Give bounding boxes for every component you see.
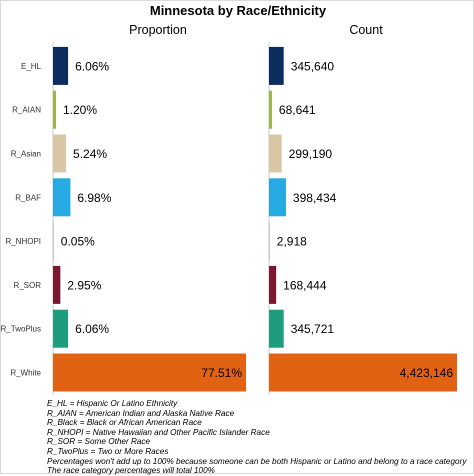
- note-line: Percentages won't add up to 100% because…: [47, 456, 467, 466]
- category-label: R_White: [10, 369, 41, 378]
- note-line: R_Black = Black or African American Race: [47, 418, 202, 428]
- data-label: 345,640: [291, 59, 335, 73]
- data-label: 6.06%: [75, 59, 109, 73]
- bar: [269, 178, 286, 217]
- chart-title: Minnesota by Race/Ethnicity: [149, 3, 327, 18]
- bar: [269, 353, 457, 392]
- notes: E_HL = Hispanic Or Latino Ethnicity R_AI…: [47, 399, 474, 476]
- bar: [53, 134, 67, 173]
- note-line: R_NHOPI = Native Hawaiian and Other Paci…: [47, 427, 270, 437]
- proportion-panel-title: Proportion: [129, 23, 187, 37]
- bar: [269, 134, 282, 173]
- bar-plot: E_HL R_AIAN R_Asian R_BAF R_NHOPI R_SOR R_TwoP…: [1, 42, 457, 395]
- category-label: R_SOR: [13, 281, 41, 290]
- bar: [53, 309, 69, 348]
- note-line: R_AIAN = American Indian and Alaska Nati…: [47, 408, 235, 418]
- data-label: 0.05%: [61, 235, 95, 249]
- data-label: 4,423,146: [400, 366, 454, 380]
- bar: [53, 265, 61, 304]
- note-line: R_SOR = Some Other Race: [47, 437, 151, 447]
- bar: [269, 309, 284, 348]
- bar: [269, 46, 284, 85]
- bar: [53, 178, 71, 217]
- category-label: R_TwoPlus: [1, 325, 41, 334]
- data-label: 299,190: [289, 147, 333, 161]
- note-line: The race category percentages will total…: [47, 466, 215, 476]
- category-label: R_BAF: [15, 193, 41, 202]
- category-label: R_AIAN: [12, 106, 41, 115]
- bar: [53, 222, 54, 261]
- data-label: 1.20%: [63, 103, 97, 117]
- data-label: 6.06%: [75, 322, 109, 336]
- bar: [53, 90, 56, 129]
- data-label: 2.95%: [67, 278, 101, 292]
- data-label: 345,721: [291, 322, 335, 336]
- category-label: E_HL: [21, 62, 42, 71]
- data-label: 168,444: [283, 278, 327, 292]
- bar: [269, 90, 272, 129]
- note-line: E_HL = Hispanic Or Latino Ethnicity: [47, 399, 178, 408]
- bar: [269, 222, 270, 261]
- bar: [269, 265, 277, 304]
- category-label: R_NHOPI: [5, 237, 41, 246]
- data-label: 6.98%: [77, 191, 111, 205]
- count-panel-title: Count: [349, 23, 383, 37]
- bar: [53, 46, 69, 85]
- data-label: 5.24%: [73, 147, 107, 161]
- bar: [53, 353, 246, 392]
- note-line: R_TwoPlus = Two or More Races: [47, 446, 169, 456]
- category-label: R_Asian: [11, 150, 41, 159]
- data-label: 2,918: [277, 235, 307, 249]
- data-label: 398,434: [293, 191, 337, 205]
- data-label: 77.51%: [201, 366, 242, 380]
- data-label: 68,641: [279, 103, 316, 117]
